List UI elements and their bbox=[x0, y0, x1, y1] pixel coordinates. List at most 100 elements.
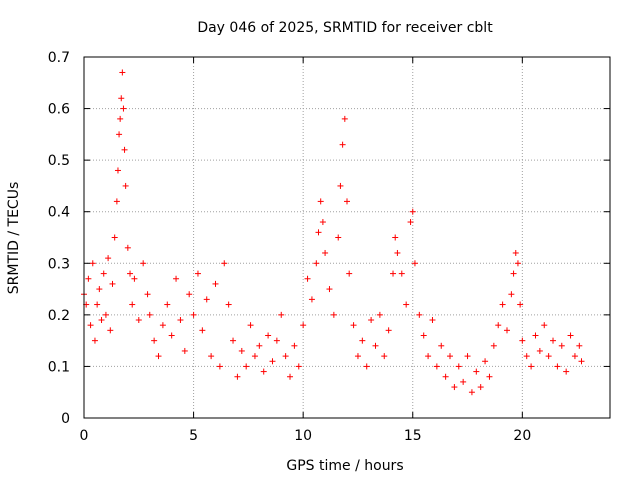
data-point bbox=[354, 353, 361, 360]
data-point bbox=[510, 270, 517, 277]
data-point bbox=[221, 260, 228, 267]
data-point bbox=[376, 311, 383, 318]
data-point bbox=[102, 311, 109, 318]
data-point bbox=[442, 373, 449, 380]
data-point bbox=[230, 337, 237, 344]
x-tick-label: 15 bbox=[404, 428, 422, 444]
data-point bbox=[135, 317, 142, 324]
data-point bbox=[304, 275, 311, 282]
y-tick-label: 0.4 bbox=[48, 205, 70, 221]
data-point bbox=[464, 353, 471, 360]
data-point bbox=[87, 322, 94, 329]
data-point bbox=[117, 115, 124, 122]
data-point bbox=[490, 342, 497, 349]
y-tick-label: 0.2 bbox=[48, 308, 70, 324]
data-point bbox=[330, 311, 337, 318]
plot-frame bbox=[83, 56, 611, 419]
data-point bbox=[118, 95, 125, 102]
data-point bbox=[438, 342, 445, 349]
data-points bbox=[81, 69, 585, 396]
data-point bbox=[407, 219, 414, 226]
data-point bbox=[346, 270, 353, 277]
data-point bbox=[251, 353, 258, 360]
data-point bbox=[216, 363, 223, 370]
data-point bbox=[447, 353, 454, 360]
data-point bbox=[392, 234, 399, 241]
data-point bbox=[571, 353, 578, 360]
data-point bbox=[177, 317, 184, 324]
data-point bbox=[499, 301, 506, 308]
data-point bbox=[282, 353, 289, 360]
data-point bbox=[308, 296, 315, 303]
data-point bbox=[164, 301, 171, 308]
data-point bbox=[238, 347, 245, 354]
axis-ticks: 0 5 10 15 20 0 0.1 0.2 0.3 0.4 0.5 0.6 0.7 bbox=[48, 50, 610, 444]
data-point bbox=[287, 373, 294, 380]
data-point bbox=[91, 337, 98, 344]
data-point bbox=[146, 311, 153, 318]
data-point bbox=[563, 368, 570, 375]
data-point bbox=[313, 260, 320, 267]
data-point bbox=[111, 234, 118, 241]
data-point bbox=[124, 244, 131, 251]
data-point bbox=[116, 131, 123, 138]
x-tick-label: 10 bbox=[294, 428, 312, 444]
data-point bbox=[460, 378, 467, 385]
data-point bbox=[85, 275, 92, 282]
x-tick-label: 0 bbox=[80, 428, 89, 444]
data-point bbox=[300, 322, 307, 329]
data-point bbox=[403, 301, 410, 308]
y-tick-label: 0.3 bbox=[48, 256, 70, 272]
data-point bbox=[120, 105, 127, 112]
data-point bbox=[532, 332, 539, 339]
data-point bbox=[186, 291, 193, 298]
data-point bbox=[247, 322, 254, 329]
data-point bbox=[359, 337, 366, 344]
data-point bbox=[523, 353, 530, 360]
data-point bbox=[514, 260, 521, 267]
data-point bbox=[119, 69, 126, 76]
data-point bbox=[155, 353, 162, 360]
data-point bbox=[495, 322, 502, 329]
data-point bbox=[519, 337, 526, 344]
data-point bbox=[265, 332, 272, 339]
data-point bbox=[409, 208, 416, 215]
data-point bbox=[545, 353, 552, 360]
data-point bbox=[385, 327, 392, 334]
data-point bbox=[273, 337, 280, 344]
x-tick-label: 20 bbox=[513, 428, 531, 444]
data-point bbox=[482, 358, 489, 365]
data-point bbox=[411, 260, 418, 267]
data-point bbox=[420, 332, 427, 339]
data-point bbox=[512, 249, 519, 256]
data-point bbox=[269, 358, 276, 365]
data-point bbox=[129, 301, 136, 308]
data-point bbox=[477, 384, 484, 391]
data-point bbox=[100, 270, 107, 277]
data-point bbox=[536, 347, 543, 354]
data-point bbox=[578, 358, 585, 365]
data-point bbox=[181, 347, 188, 354]
data-point bbox=[199, 327, 206, 334]
data-point bbox=[468, 389, 475, 396]
data-point bbox=[151, 337, 158, 344]
data-point bbox=[473, 368, 480, 375]
data-point bbox=[372, 342, 379, 349]
data-point bbox=[159, 322, 166, 329]
data-point bbox=[390, 270, 397, 277]
data-point bbox=[528, 363, 535, 370]
y-tick-label: 0.7 bbox=[48, 50, 70, 66]
data-point bbox=[203, 296, 210, 303]
data-point bbox=[433, 363, 440, 370]
data-point bbox=[368, 317, 375, 324]
data-point bbox=[503, 327, 510, 334]
data-point bbox=[429, 317, 436, 324]
data-point bbox=[451, 384, 458, 391]
data-point bbox=[322, 249, 329, 256]
data-point bbox=[339, 141, 346, 148]
y-tick-label: 0 bbox=[61, 411, 70, 427]
data-point bbox=[398, 270, 405, 277]
data-point bbox=[576, 342, 583, 349]
